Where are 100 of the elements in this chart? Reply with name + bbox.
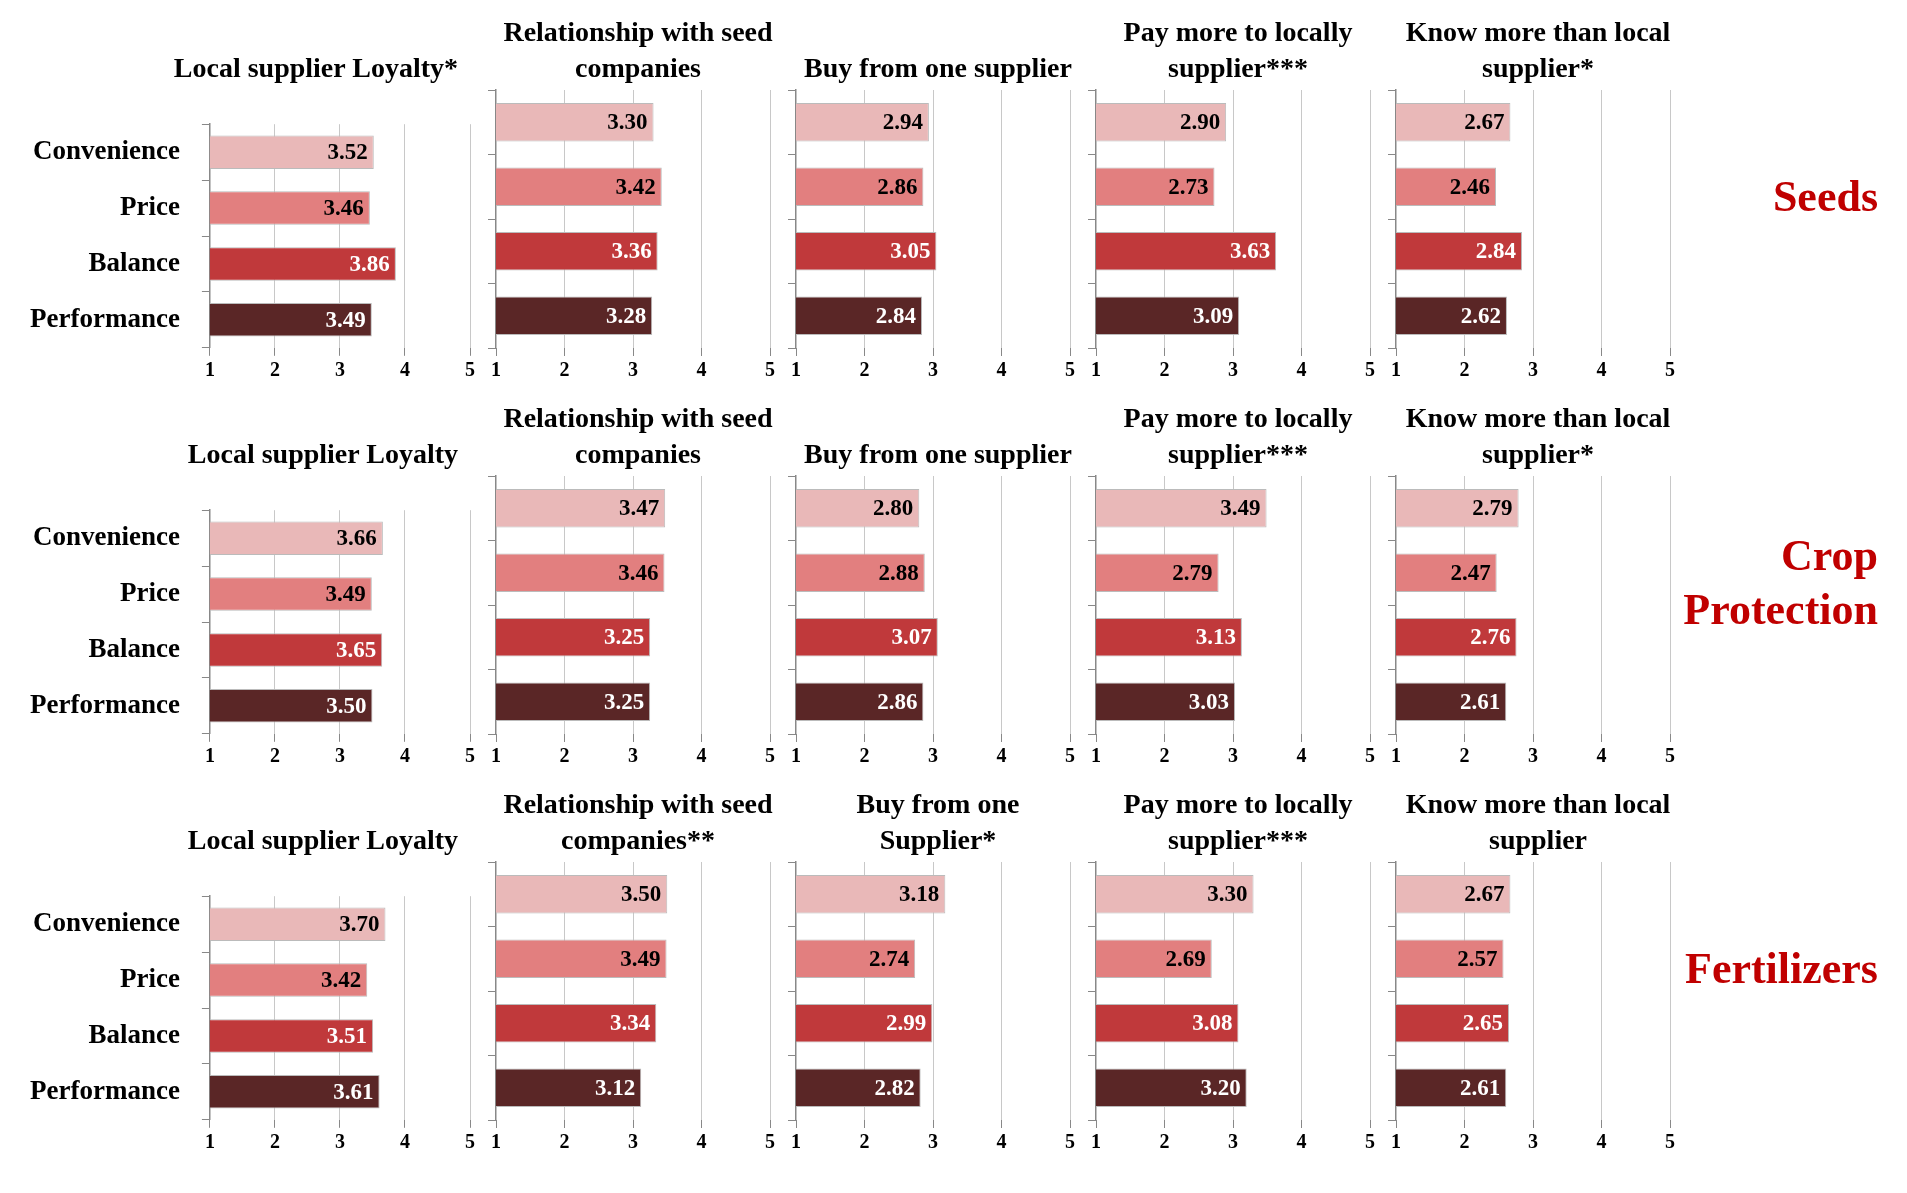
- data-label: 2.62: [1460, 302, 1501, 328]
- chart-title: Local supplier Loyalty: [187, 437, 458, 471]
- data-label: 3.18: [899, 881, 940, 907]
- y-tick-label: Convenience: [32, 521, 180, 552]
- y-tick-label: Convenience: [32, 135, 180, 166]
- data-label: 3.52: [327, 139, 368, 165]
- x-tick-label: 4: [399, 357, 410, 380]
- data-label: 3.42: [321, 966, 362, 992]
- data-label: 3.12: [594, 1074, 636, 1100]
- x-tick-label: 3: [1528, 1130, 1538, 1153]
- data-label: 3.49: [620, 945, 661, 971]
- data-label: 2.79: [1172, 559, 1213, 585]
- data-label: 3.03: [1188, 688, 1230, 714]
- data-label: 2.99: [886, 1010, 927, 1036]
- x-tick-label: 2: [859, 744, 870, 767]
- x-tick-label: 4: [696, 1130, 707, 1153]
- data-label: 3.42: [615, 173, 656, 199]
- x-tick-label: 4: [399, 1129, 410, 1152]
- data-label: 2.86: [877, 688, 918, 714]
- x-tick-label: 1: [1391, 358, 1401, 381]
- chart-title: Buy from one supplier: [804, 51, 1072, 85]
- x-tick-label: 5: [465, 357, 475, 380]
- data-label: 3.49: [325, 306, 366, 332]
- data-label: 2.65: [1462, 1010, 1504, 1036]
- x-tick-label: 5: [465, 743, 475, 766]
- data-label: 2.84: [1475, 238, 1517, 264]
- data-label: 3.05: [890, 238, 931, 264]
- x-tick-label: 2: [559, 744, 570, 767]
- text: Crop Protection: [1682, 530, 1878, 636]
- x-tick-label: 3: [334, 743, 345, 766]
- x-tick-label: 5: [1665, 744, 1675, 767]
- x-tick-label: 1: [204, 1129, 215, 1152]
- data-label: 3.66: [336, 525, 377, 551]
- data-label: 2.61: [1460, 688, 1501, 714]
- x-tick-label: 4: [399, 743, 410, 766]
- x-tick-label: 5: [1365, 1130, 1375, 1153]
- data-label: 3.63: [1229, 238, 1271, 264]
- x-tick-label: 3: [628, 1130, 638, 1153]
- data-label: 2.82: [874, 1074, 915, 1100]
- data-label: 2.61: [1460, 1074, 1501, 1100]
- x-tick-label: 5: [1665, 358, 1675, 381]
- data-label: 3.50: [326, 692, 367, 718]
- data-label: 2.47: [1450, 559, 1491, 585]
- chart-title: Know more than local supplier: [1404, 787, 1672, 857]
- x-tick-label: 3: [1228, 744, 1238, 767]
- data-label: 3.30: [1207, 881, 1248, 907]
- x-tick-label: 4: [1296, 744, 1307, 767]
- x-tick-label: 3: [628, 744, 638, 767]
- chart-title: Pay more to locally supplier***: [1122, 401, 1354, 471]
- x-tick-label: 3: [628, 358, 638, 381]
- x-tick-label: 1: [791, 744, 801, 767]
- data-label: 3.86: [349, 250, 390, 276]
- data-label: 2.46: [1449, 173, 1491, 199]
- x-tick-label: 1: [791, 358, 801, 381]
- y-tick-label: Performance: [29, 688, 180, 719]
- y-tick-label: Balance: [88, 632, 180, 663]
- x-tick-label: 5: [1365, 744, 1375, 767]
- x-tick-label: 2: [269, 357, 280, 380]
- x-tick-label: 5: [1065, 744, 1075, 767]
- data-label: 2.79: [1472, 495, 1513, 521]
- x-tick-label: 4: [1296, 358, 1307, 381]
- data-label: 3.13: [1195, 624, 1236, 650]
- chart-title: Buy from one Supplier*: [855, 787, 1021, 857]
- x-tick-label: 4: [1296, 1130, 1307, 1153]
- data-label: 2.86: [877, 173, 918, 199]
- x-tick-label: 3: [928, 744, 938, 767]
- y-tick-label: Price: [119, 963, 180, 994]
- y-tick-label: Price: [119, 191, 180, 222]
- x-tick-label: 4: [1596, 358, 1607, 381]
- x-tick-label: 2: [559, 358, 570, 381]
- data-label: 2.73: [1168, 173, 1209, 199]
- data-label: 3.65: [335, 636, 377, 662]
- chart-title: Relationship with seed companies: [502, 401, 774, 471]
- x-tick-label: 2: [859, 1130, 870, 1153]
- data-label: 3.46: [618, 559, 659, 585]
- x-tick-label: 3: [334, 357, 345, 380]
- x-tick-label: 2: [269, 1129, 280, 1152]
- data-label: 2.74: [868, 945, 910, 971]
- data-label: 3.07: [891, 624, 932, 650]
- y-tick-label: Convenience: [32, 907, 180, 938]
- x-tick-label: 2: [1459, 1130, 1470, 1153]
- chart-title: Relationship with seed companies**: [502, 787, 774, 857]
- x-tick-label: 2: [1159, 744, 1170, 767]
- x-tick-label: 4: [996, 358, 1007, 381]
- x-tick-label: 5: [765, 744, 775, 767]
- chart-title: Buy from one supplier: [804, 437, 1072, 471]
- data-label: 2.67: [1464, 109, 1505, 135]
- data-label: 2.88: [878, 559, 919, 585]
- x-tick-label: 4: [696, 358, 707, 381]
- x-tick-label: 1: [1091, 1130, 1101, 1153]
- data-label: 3.08: [1192, 1010, 1233, 1036]
- x-tick-label: 1: [1391, 1130, 1401, 1153]
- data-label: 3.25: [603, 624, 645, 650]
- data-label: 3.20: [1200, 1074, 1241, 1100]
- data-label: 3.28: [605, 302, 647, 328]
- data-label: 3.50: [621, 881, 662, 907]
- x-tick-label: 2: [269, 743, 280, 766]
- data-label: 3.46: [323, 194, 364, 220]
- x-tick-label: 2: [559, 1130, 570, 1153]
- data-label: 3.36: [611, 238, 652, 264]
